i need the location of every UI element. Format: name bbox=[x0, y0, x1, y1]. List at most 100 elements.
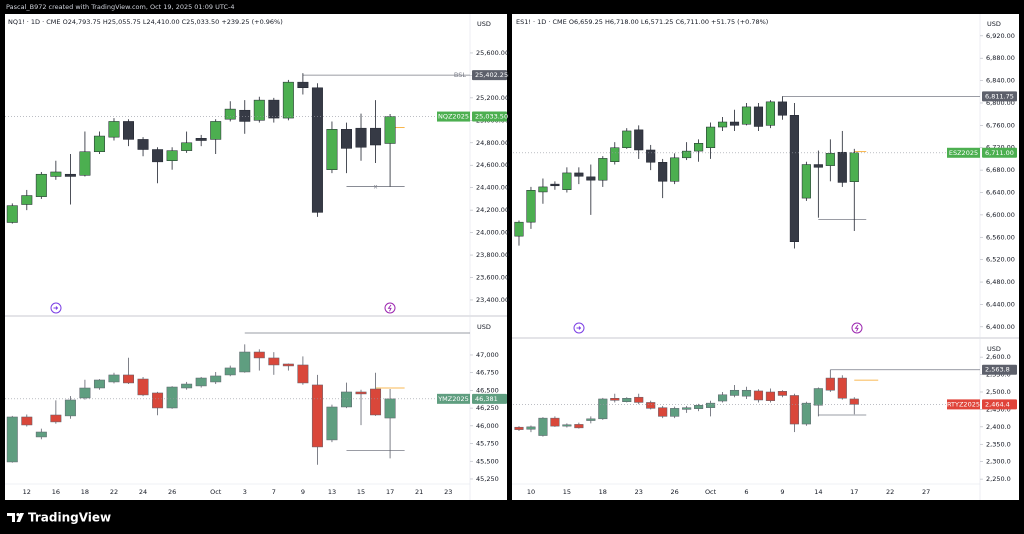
candle-body bbox=[50, 414, 62, 423]
chart-legend: ES1! · 1D · CME O6,659.25 H6,718.00 L6,5… bbox=[516, 18, 768, 26]
level-label-box bbox=[472, 70, 507, 81]
y-tick-label: 6,480.00 bbox=[986, 278, 1015, 286]
candle-body bbox=[35, 431, 47, 438]
y-tick-label: 6,880.00 bbox=[986, 54, 1015, 62]
candle-body bbox=[574, 172, 584, 177]
candle-body bbox=[195, 377, 207, 387]
y-tick-label: 24,200.00 bbox=[476, 206, 509, 214]
candle-body bbox=[326, 406, 338, 441]
y-tick-label: 2,500.0 bbox=[986, 388, 1011, 396]
level-label-box bbox=[982, 91, 1017, 102]
candle-body bbox=[670, 157, 680, 182]
price-box bbox=[472, 393, 507, 404]
candle-body bbox=[108, 121, 120, 138]
candle-body bbox=[239, 351, 251, 373]
candle-body bbox=[825, 377, 835, 391]
y-tick-label: 24,600.00 bbox=[476, 161, 509, 169]
candle-body bbox=[813, 164, 823, 168]
candle-body bbox=[282, 363, 294, 367]
level-marker: x bbox=[374, 183, 378, 191]
candle-body bbox=[526, 426, 536, 430]
y-tick-label: 6,800.00 bbox=[986, 99, 1015, 107]
candle-body bbox=[789, 115, 799, 243]
candle-body bbox=[717, 394, 728, 402]
candle-body bbox=[694, 404, 704, 409]
y-tick-label: 23,600.00 bbox=[476, 274, 509, 282]
y-tick-label: 45,250 bbox=[476, 475, 499, 483]
candle-body bbox=[341, 391, 352, 408]
candle-body bbox=[717, 121, 728, 128]
candle-body bbox=[813, 388, 823, 406]
price-label: 2,464.4 bbox=[985, 400, 1010, 408]
candle-body bbox=[538, 186, 548, 193]
candle-body bbox=[682, 407, 692, 410]
event-icon[interactable] bbox=[384, 302, 396, 314]
level-label: 25,402.25 bbox=[475, 71, 508, 79]
x-tick-label: 21 bbox=[415, 488, 423, 496]
y-tick-label: 6,640.00 bbox=[986, 189, 1015, 197]
candle-body bbox=[384, 116, 396, 144]
candle-body bbox=[253, 99, 265, 121]
y-tick-label: 2,400.0 bbox=[986, 423, 1011, 431]
candle-body bbox=[268, 357, 280, 366]
currency-label: USD bbox=[987, 345, 1001, 353]
candle-body bbox=[326, 129, 338, 170]
event-icon[interactable] bbox=[50, 302, 62, 314]
candle-body bbox=[849, 152, 859, 182]
candle-body bbox=[341, 129, 352, 149]
x-tick-label: 17 bbox=[386, 488, 394, 496]
candle-body bbox=[239, 109, 251, 122]
candle-body bbox=[6, 205, 18, 223]
candle-body bbox=[297, 364, 309, 384]
candle-body bbox=[297, 81, 309, 89]
candle-body bbox=[210, 121, 222, 140]
candle-body bbox=[658, 162, 668, 182]
candle-body bbox=[123, 121, 134, 140]
y-tick-label: 24,400.00 bbox=[476, 184, 509, 192]
candle-body bbox=[550, 183, 560, 187]
y-tick-label: 23,400.00 bbox=[476, 296, 509, 304]
price-label: 25,033.50 bbox=[475, 113, 508, 121]
y-tick-label: 6,560.00 bbox=[986, 233, 1015, 241]
x-tick-label: 13 bbox=[328, 488, 336, 496]
currency-label: USD bbox=[987, 20, 1001, 28]
y-tick-label: 6,720.00 bbox=[986, 144, 1015, 152]
x-tick-label: 26 bbox=[168, 488, 176, 496]
candle-body bbox=[729, 121, 740, 126]
event-icon[interactable] bbox=[573, 322, 585, 334]
currency-label: USD bbox=[477, 20, 491, 28]
candle-body bbox=[514, 426, 524, 430]
x-tick-label: 22 bbox=[886, 488, 894, 496]
x-tick-label: 9 bbox=[301, 488, 305, 496]
candle-body bbox=[64, 399, 76, 417]
price-box bbox=[472, 111, 507, 122]
candle-body bbox=[224, 108, 236, 120]
chart-legend: NQ1! · 1D · CME O24,793.75 H25,055.75 L2… bbox=[8, 18, 283, 26]
y-tick-label: 46,500 bbox=[476, 386, 499, 394]
x-tick-label: 16 bbox=[52, 488, 60, 496]
candle-body bbox=[777, 101, 787, 116]
y-tick-label: 23,800.00 bbox=[476, 251, 509, 259]
symbol-label: RTYZ2025 bbox=[947, 400, 980, 408]
candle-body bbox=[166, 386, 178, 409]
candle-body bbox=[837, 151, 847, 183]
currency-label: USD bbox=[477, 323, 491, 331]
level-label: 6,811.75 bbox=[985, 92, 1014, 100]
left-panel bbox=[5, 14, 507, 500]
candle-body bbox=[93, 379, 105, 389]
event-icon[interactable] bbox=[851, 322, 863, 334]
candle-body bbox=[622, 130, 632, 148]
candle-body bbox=[550, 417, 560, 427]
candle-body bbox=[311, 384, 323, 448]
candle-body bbox=[634, 129, 644, 151]
candle-body bbox=[598, 158, 608, 181]
symbol-label: NQZ2025 bbox=[438, 113, 469, 121]
y-tick-label: 6,440.00 bbox=[986, 300, 1015, 308]
symbol-label: ESZ2025 bbox=[949, 149, 978, 157]
candle-body bbox=[64, 173, 76, 177]
symbol-label: YMZ2025 bbox=[437, 395, 469, 403]
y-tick-label: 46,000 bbox=[476, 422, 499, 430]
x-tick-label: 15 bbox=[563, 488, 571, 496]
candle-body bbox=[384, 398, 396, 419]
symbol-box bbox=[947, 399, 980, 410]
